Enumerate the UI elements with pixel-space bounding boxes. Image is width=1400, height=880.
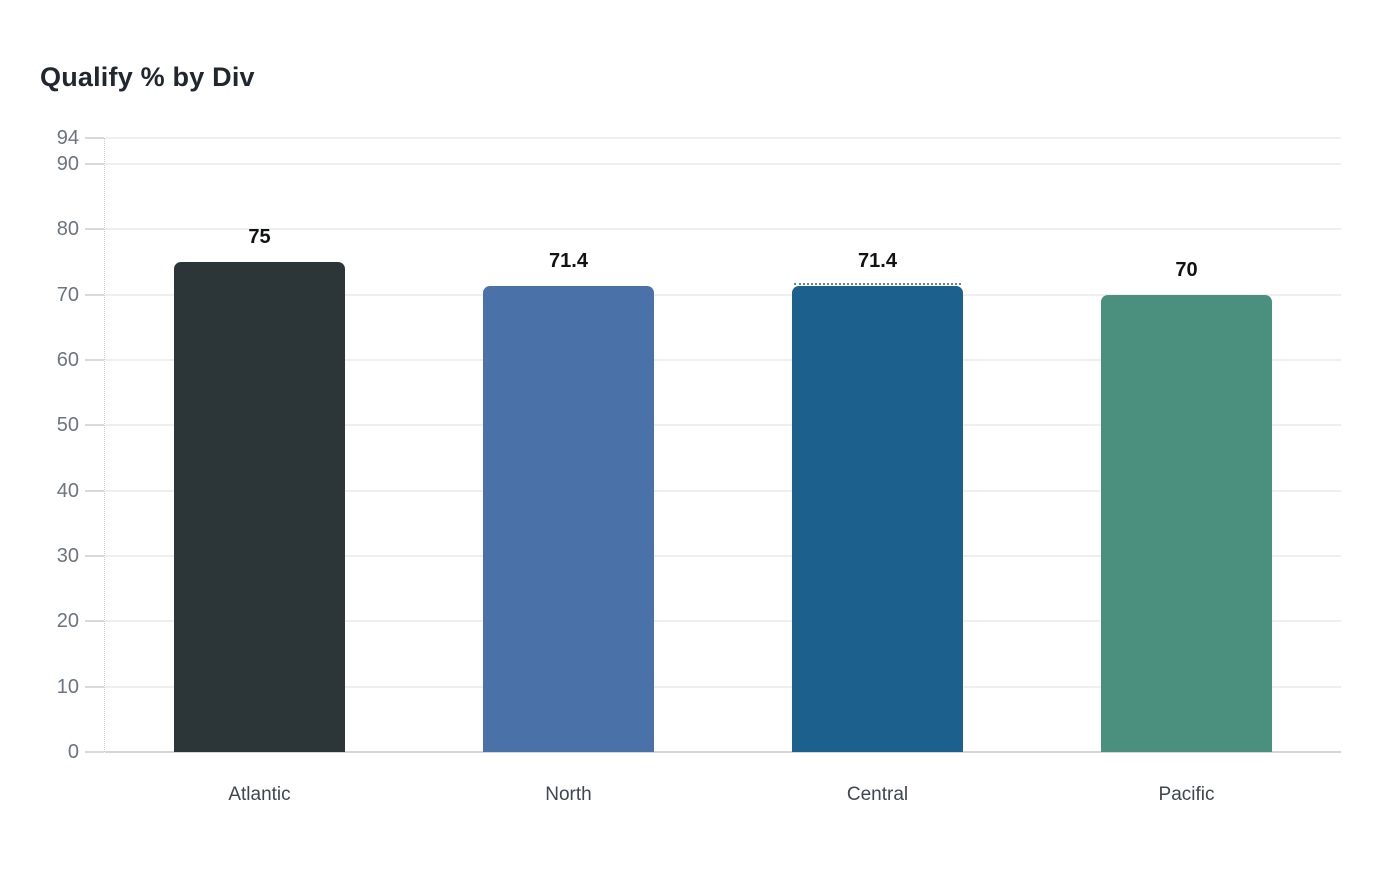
bar-value-label: 70 xyxy=(1175,258,1198,281)
gridline xyxy=(105,359,1341,361)
bar-value-label: 71.4 xyxy=(858,249,897,272)
x-axis-label: Atlantic xyxy=(228,784,291,805)
y-tick-mark xyxy=(85,555,104,557)
x-axis-label: Pacific xyxy=(1158,784,1215,805)
y-tick-mark xyxy=(85,163,104,165)
y-tick-mark xyxy=(85,686,104,688)
gridline xyxy=(105,137,1341,139)
y-tick-mark xyxy=(85,424,104,426)
y-tick-label: 20 xyxy=(56,610,79,632)
x-axis-label: Central xyxy=(846,784,909,805)
bar-atlantic xyxy=(174,262,345,752)
gridline xyxy=(105,294,1341,296)
bar-north xyxy=(483,285,654,752)
gridline xyxy=(105,163,1341,165)
y-tick-mark xyxy=(85,294,104,296)
y-tick-label: 70 xyxy=(56,284,79,306)
bar-central xyxy=(792,282,963,752)
y-tick-mark xyxy=(85,490,104,492)
chart-title: Qualify % by Div xyxy=(40,62,255,92)
y-tick-label: 10 xyxy=(56,676,79,698)
bar-pacific xyxy=(1101,294,1272,752)
y-tick-label: 0 xyxy=(67,741,79,763)
gridline xyxy=(105,424,1341,426)
y-tick-label: 60 xyxy=(56,349,79,371)
x-axis-baseline xyxy=(105,751,1341,753)
y-tick-mark xyxy=(85,137,104,139)
gridline xyxy=(105,490,1341,492)
y-tick-label: 94 xyxy=(56,127,79,149)
gridline xyxy=(105,228,1341,230)
y-tick-mark xyxy=(85,359,104,361)
y-tick-mark xyxy=(85,620,104,622)
gridline xyxy=(105,686,1341,688)
bar-value-label: 71.4 xyxy=(549,249,588,272)
y-tick-label: 50 xyxy=(56,414,79,436)
y-tick-mark xyxy=(85,751,104,753)
y-tick-label: 80 xyxy=(56,218,79,240)
y-tick-label: 40 xyxy=(56,480,79,502)
gridline xyxy=(105,620,1341,622)
bar-value-label: 75 xyxy=(248,226,271,249)
plot-area: 94 90 80 70 60 50 40 30 20 10 0 75 Atlantic 71.4 North… xyxy=(57,127,1341,805)
gridline xyxy=(105,555,1341,557)
bar-dotted-top-edge xyxy=(794,282,961,285)
y-tick-mark xyxy=(85,228,104,230)
y-tick-label: 30 xyxy=(56,545,79,567)
y-tick-label: 90 xyxy=(56,153,79,175)
x-axis-label: North xyxy=(545,784,592,805)
